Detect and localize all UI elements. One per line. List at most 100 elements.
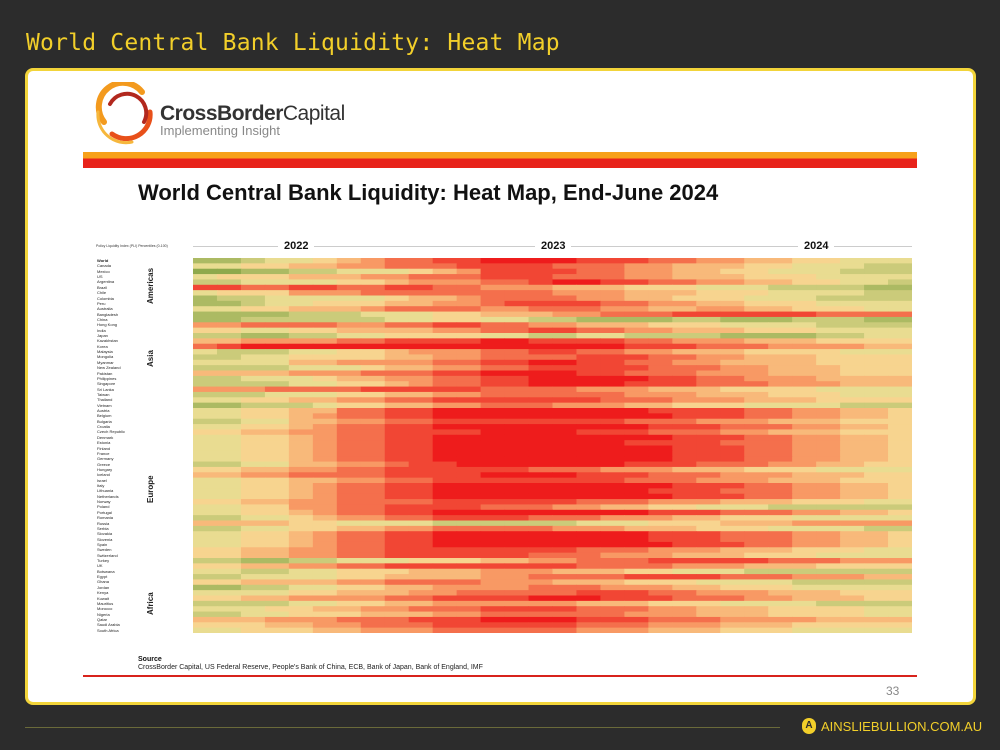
heatmap-cell xyxy=(432,413,458,420)
heatmap-cell xyxy=(672,258,697,264)
heatmap-cell xyxy=(672,333,697,339)
heatmap-cell xyxy=(792,413,817,420)
heatmap-cell xyxy=(432,536,458,543)
heatmap-cell xyxy=(888,322,912,329)
heatmap-cell xyxy=(744,483,769,489)
heatmap-cell xyxy=(240,295,266,302)
heatmap-cell xyxy=(888,509,912,516)
heatmap-cell xyxy=(552,536,577,543)
heatmap-cell xyxy=(216,595,242,602)
heatmap-cell xyxy=(552,440,577,446)
heatmap-cell xyxy=(408,338,434,345)
heatmap-cell xyxy=(744,488,769,495)
heatmap-cell xyxy=(528,488,553,495)
heatmap-cell xyxy=(552,274,577,280)
heatmap-cell xyxy=(336,359,362,366)
heatmap-cell xyxy=(792,354,817,361)
heatmap-cell xyxy=(456,300,482,307)
heatmap-cell xyxy=(528,563,553,570)
heatmap-cell xyxy=(720,370,745,377)
heatmap-cell xyxy=(768,413,793,420)
heatmap-cell xyxy=(504,333,530,339)
heatmap-cell xyxy=(696,584,721,591)
heatmap-cell xyxy=(240,493,266,500)
heatmap-cell xyxy=(408,606,434,613)
heatmap-cell xyxy=(552,568,577,575)
heatmap-cell xyxy=(840,541,865,548)
heatmap-cell xyxy=(744,322,769,329)
heatmap-cell xyxy=(312,477,338,484)
heatmap-cell xyxy=(480,493,506,500)
heatmap-cell xyxy=(312,365,338,371)
heatmap-cell xyxy=(576,408,601,414)
heatmap-cell xyxy=(480,429,506,436)
heatmap-cell xyxy=(672,579,697,586)
brand[interactable]: A AINSLIEBULLION.COM.AU xyxy=(802,718,982,734)
heatmap-cell xyxy=(432,386,458,393)
heatmap-cell xyxy=(528,627,553,633)
heatmap-cell xyxy=(504,359,530,366)
heatmap-cell xyxy=(888,558,912,564)
heatmap-cell xyxy=(384,531,410,538)
heatmap-cell xyxy=(552,445,577,452)
heatmap-cell xyxy=(816,338,841,345)
heatmap-cell xyxy=(600,461,625,468)
heatmap-cell xyxy=(672,536,697,543)
heatmap-cell xyxy=(504,354,530,361)
heatmap-cell xyxy=(528,606,553,613)
heatmap-cell xyxy=(528,386,553,393)
heatmap-cell xyxy=(384,515,410,521)
heatmap-cell xyxy=(240,402,266,409)
heatmap-cell xyxy=(672,343,697,350)
heatmap-cell xyxy=(216,268,242,275)
heatmap-cell xyxy=(312,306,338,313)
heatmap-cell xyxy=(288,429,314,436)
heatmap-cell xyxy=(264,456,290,463)
row-label: Chile xyxy=(97,290,107,296)
heatmap-cell xyxy=(384,343,410,350)
heatmap-cell xyxy=(648,381,673,388)
heatmap-cell xyxy=(552,600,577,607)
heatmap-cell xyxy=(240,466,266,473)
heatmap-cell xyxy=(240,349,266,355)
heatmap-cell xyxy=(336,445,362,452)
heatmap-cell xyxy=(624,434,649,441)
heatmap-cell xyxy=(193,531,218,538)
heatmap-cell xyxy=(312,274,338,280)
heatmap-cell xyxy=(408,499,434,505)
heatmap-cell xyxy=(432,429,458,436)
heatmap-cell xyxy=(840,402,865,409)
heatmap-cell xyxy=(480,547,506,554)
heatmap-cell xyxy=(480,258,506,264)
heatmap-cell xyxy=(624,381,649,388)
heatmap-cell xyxy=(864,606,889,613)
heatmap-cell xyxy=(264,616,290,623)
heatmap-cell xyxy=(504,365,530,371)
heatmap-cell xyxy=(480,306,506,313)
heatmap-cell xyxy=(240,413,266,420)
heatmap-cell xyxy=(888,584,912,591)
heatmap-cell xyxy=(648,316,673,323)
heatmap-cell xyxy=(240,450,266,457)
heatmap-cell xyxy=(432,483,458,489)
heatmap-cell xyxy=(432,606,458,613)
heatmap-cell xyxy=(504,456,530,463)
heatmap-cell xyxy=(193,515,218,521)
heatmap-cell xyxy=(600,515,625,521)
heatmap-cell xyxy=(408,429,434,436)
heatmap-cell xyxy=(696,525,721,532)
heatmap-cell xyxy=(816,370,841,377)
heatmap-cell xyxy=(552,590,577,596)
heatmap-cell xyxy=(768,338,793,345)
row-label: Kazakhstan xyxy=(97,338,118,344)
heatmap-cell xyxy=(312,359,338,366)
heatmap-cell xyxy=(792,333,817,339)
heatmap-cell xyxy=(456,258,482,264)
heatmap-cell xyxy=(552,488,577,495)
heatmap-cell xyxy=(888,359,912,366)
heatmap-cell xyxy=(288,488,314,495)
heatmap-cell xyxy=(456,418,482,425)
heatmap-cell xyxy=(624,445,649,452)
heatmap-cell xyxy=(576,483,601,489)
heatmap-cell xyxy=(456,584,482,591)
